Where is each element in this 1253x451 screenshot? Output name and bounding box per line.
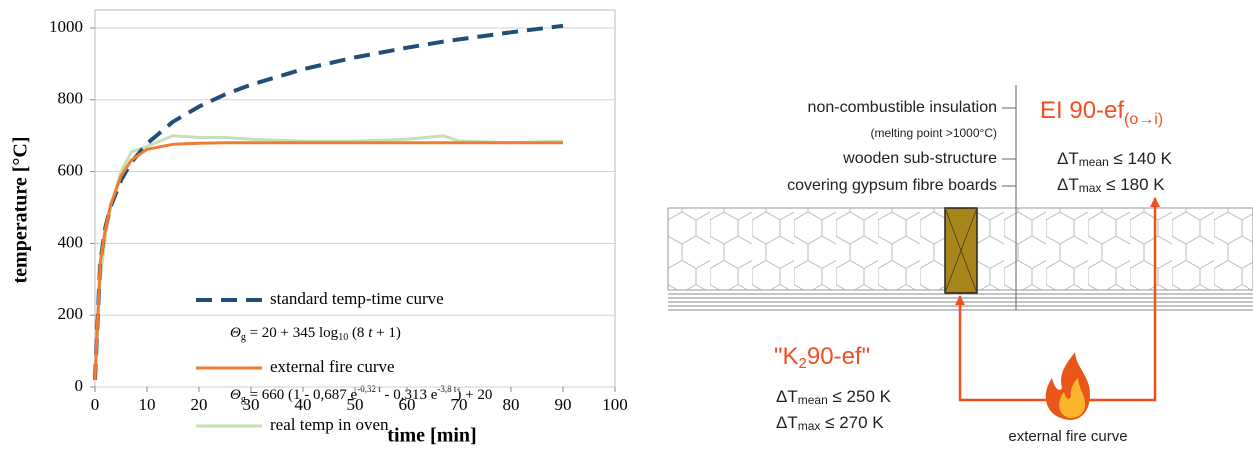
leader-lines	[1002, 107, 1016, 187]
limit: ΔTmax ≤ 270 K	[776, 413, 884, 433]
y-tick-label: 600	[58, 160, 84, 179]
x-tick-label: 50	[347, 395, 364, 414]
title-part: 90-ef"	[807, 343, 870, 370]
x-tick-label: 10	[139, 395, 156, 414]
flame-icon	[1045, 352, 1090, 420]
formula-part: = 20 + 345 log	[246, 325, 339, 341]
limit-part: mean	[798, 393, 828, 407]
inside-criterion: EI 90-ef(o→i)	[1040, 97, 1163, 128]
limit: ΔTmean ≤ 140 K	[1057, 149, 1173, 169]
layer-note: (melting point >1000°C)	[870, 126, 997, 140]
limit-part: max	[1079, 181, 1102, 195]
limit: ΔTmean ≤ 250 K	[776, 387, 892, 407]
x-tick-label: 20	[191, 395, 208, 414]
layer-label: covering gypsum fibre boards	[787, 177, 997, 194]
outside-criterion: "K290-ef"	[774, 343, 870, 372]
limit: ΔTmax ≤ 180 K	[1057, 175, 1165, 195]
formula-part: - 0,313 e	[381, 387, 438, 403]
formula-part: + 1)	[372, 325, 400, 341]
formula-part: g	[241, 332, 246, 343]
formula-part: = 660 (1 - 0,687 e	[246, 387, 358, 403]
y-tick-label: 200	[58, 304, 84, 323]
data-line	[93, 134, 564, 380]
formula-part: -0,32 t	[357, 384, 381, 394]
limit-part: ΔT	[776, 413, 798, 432]
layer-label: non-combustible insulation	[808, 99, 997, 116]
formula-part: Θ	[230, 325, 241, 341]
x-tick-label: 90	[555, 395, 572, 414]
limit-part: ≤ 250 K	[828, 387, 892, 406]
formula-part: t	[368, 325, 373, 341]
formula-part: Θ	[230, 387, 241, 403]
arrow	[1080, 197, 1160, 402]
y-tick-label: 0	[75, 376, 84, 395]
limit-part: ≤ 140 K	[1109, 149, 1173, 168]
x-tick-label: 70	[451, 395, 468, 414]
title-part: "K	[774, 343, 799, 370]
limit-part: mean	[1079, 155, 1109, 169]
formula-part: 10	[338, 332, 348, 343]
limit-part: ΔT	[1057, 175, 1079, 194]
y-tick-label: 800	[58, 89, 84, 108]
title-part: 2	[799, 355, 807, 372]
legend-label: real temp in oven	[270, 415, 389, 434]
fire-label: external fire curve	[1008, 428, 1127, 445]
limit-part: ≤ 270 K	[820, 413, 884, 432]
x-tick-label: 80	[503, 395, 520, 414]
formula-part: ) + 20	[456, 387, 492, 403]
formula-part: (8	[348, 325, 368, 341]
y-axis-label: temperature [°C]	[10, 136, 32, 283]
x-tick-label: 0	[91, 395, 100, 414]
title: EI 90-ef	[1040, 97, 1124, 124]
diagram: non-combustible insulation (melting poin…	[667, 85, 1253, 445]
formula-part: -3,8 t	[437, 384, 456, 394]
x-axis-label: time [min]	[387, 425, 476, 447]
x-tick-label: 30	[243, 395, 260, 414]
data-line	[93, 141, 563, 380]
title-sub: (o→i)	[1124, 111, 1163, 128]
limit-part: ΔT	[776, 387, 798, 406]
formula: Θg = 20 + 345 log10 (8 t + 1)	[230, 325, 401, 343]
layer-label: wooden sub-structure	[842, 150, 997, 167]
y-tick-label: 400	[58, 232, 84, 251]
arrow	[955, 295, 1060, 402]
chart: time [min] temperature [°C] Θg = 20 + 34…	[10, 9, 628, 447]
stud-cross	[944, 207, 978, 294]
formula: Θg = 660 (1 - 0,687 e-0,32 t - 0,313 e-3…	[230, 384, 492, 405]
legend-label: standard temp-time curve	[270, 289, 444, 308]
x-tick-label: 100	[602, 395, 628, 414]
x-tick-label: 60	[399, 395, 416, 414]
y-tick-label: 1000	[49, 17, 83, 36]
formula-part: g	[241, 394, 246, 405]
limit-part: ΔT	[1057, 149, 1079, 168]
data-line	[93, 23, 564, 380]
x-tick-label: 40	[295, 395, 312, 414]
limit-part: ≤ 180 K	[1101, 175, 1165, 194]
legend-label: external fire curve	[270, 357, 395, 376]
limit-part: max	[798, 419, 821, 433]
